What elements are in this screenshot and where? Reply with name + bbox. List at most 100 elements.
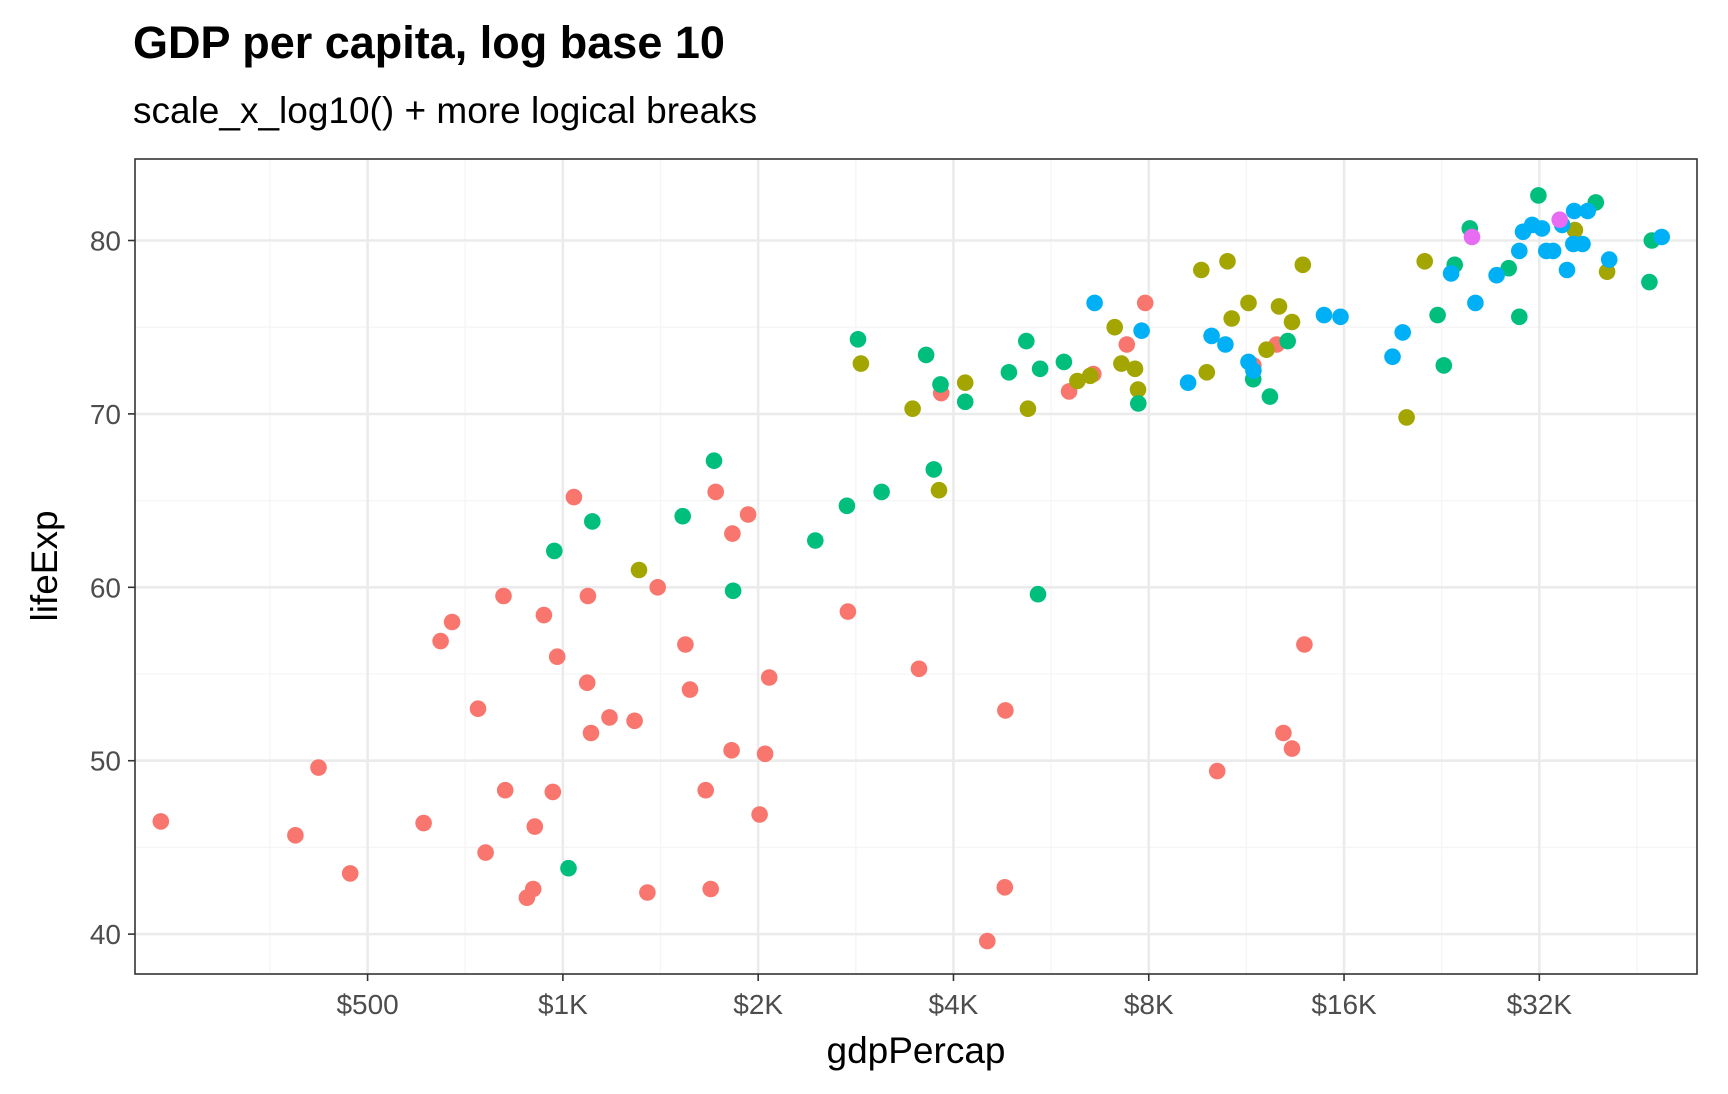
scatter-point bbox=[1275, 724, 1292, 742]
scatter-point bbox=[1029, 585, 1047, 603]
scatter-point bbox=[997, 702, 1014, 719]
scatter-point bbox=[1130, 395, 1147, 412]
scatter-point bbox=[1086, 294, 1103, 312]
scatter-point bbox=[1031, 360, 1049, 378]
scatter-point bbox=[535, 606, 553, 624]
scatter-point bbox=[601, 709, 618, 726]
scatter-point bbox=[1133, 322, 1150, 340]
scatter-point bbox=[1558, 261, 1576, 279]
scatter-point bbox=[705, 452, 723, 470]
chart-subtitle: scale_x_log10() + more logical breaks bbox=[133, 90, 757, 131]
scatter-point bbox=[751, 806, 768, 823]
x-tick-label: $32K bbox=[1507, 989, 1573, 1020]
scatter-point bbox=[649, 579, 666, 596]
scatter-point bbox=[932, 376, 949, 393]
scatter-point bbox=[917, 346, 935, 364]
scatter-point bbox=[1442, 265, 1460, 282]
x-tick-label: $1K bbox=[538, 989, 588, 1020]
scatter-point bbox=[1223, 310, 1240, 327]
scatter-point bbox=[1294, 256, 1312, 274]
scatter-point bbox=[724, 525, 741, 542]
scatter-point bbox=[1129, 381, 1147, 398]
scatter-point bbox=[1533, 220, 1551, 237]
scatter-point bbox=[1488, 266, 1505, 284]
scatter-point bbox=[1261, 388, 1279, 405]
scatter-point bbox=[1000, 364, 1018, 381]
scatter-point bbox=[1198, 364, 1216, 381]
scatter-point bbox=[524, 880, 542, 898]
scatter-point bbox=[930, 481, 948, 499]
scatter-point bbox=[1500, 259, 1517, 277]
scatter-point bbox=[807, 532, 824, 549]
scatter-point bbox=[477, 844, 494, 861]
scatter-point bbox=[910, 660, 928, 678]
scatter-point bbox=[1019, 400, 1037, 418]
scatter-point bbox=[1511, 308, 1528, 326]
scatter-point bbox=[1240, 294, 1257, 312]
scatter-point bbox=[697, 781, 714, 799]
scatter-point bbox=[630, 561, 648, 579]
y-tick-label: 50 bbox=[90, 746, 121, 777]
x-tick-label: $8K bbox=[1124, 989, 1174, 1020]
scatter-point bbox=[546, 542, 563, 560]
scatter-point bbox=[1394, 324, 1411, 341]
scatter-point bbox=[1435, 357, 1453, 374]
scatter-point bbox=[760, 669, 778, 686]
scatter-point bbox=[1566, 221, 1584, 239]
scatter-point bbox=[681, 681, 699, 698]
scatter-point bbox=[1245, 362, 1262, 379]
scatter-point bbox=[724, 582, 742, 600]
x-tick-label: $16K bbox=[1311, 989, 1377, 1020]
scatter-point bbox=[1398, 409, 1415, 426]
scatter-point bbox=[1653, 228, 1670, 246]
scatter-point bbox=[925, 461, 943, 478]
y-tick-label: 40 bbox=[90, 919, 121, 950]
scatter-point bbox=[1136, 294, 1154, 312]
scatter-point bbox=[1429, 306, 1446, 324]
scatter-point bbox=[544, 783, 562, 801]
major-gridlines bbox=[135, 159, 1697, 974]
scatter-point bbox=[1296, 636, 1313, 653]
scatter-point bbox=[756, 745, 774, 763]
scatter-point bbox=[1283, 740, 1301, 757]
scatter-point bbox=[579, 587, 597, 605]
scatter-point bbox=[873, 483, 890, 501]
scatter-point bbox=[287, 827, 304, 844]
scatter-point bbox=[582, 724, 600, 742]
scatter-point bbox=[702, 880, 719, 898]
y-tick-label: 60 bbox=[90, 572, 121, 603]
scatter-point bbox=[1574, 235, 1591, 253]
scatter-point bbox=[1193, 261, 1210, 279]
scatter-point bbox=[739, 506, 757, 523]
y-tick-label: 70 bbox=[90, 399, 121, 430]
scatter-point bbox=[979, 932, 996, 950]
x-axis: $500 $1K $2K $4K $8K $16K $32K bbox=[336, 974, 1572, 1020]
scatter-point bbox=[565, 488, 583, 506]
scatter-point bbox=[1106, 318, 1123, 336]
scatter-point bbox=[310, 759, 327, 776]
scatter-point bbox=[852, 355, 870, 372]
panel-border bbox=[134, 158, 1698, 975]
scatter-point bbox=[956, 393, 974, 411]
scatter-point bbox=[904, 400, 921, 418]
data-points bbox=[152, 187, 1670, 950]
scatter-point bbox=[1203, 327, 1220, 345]
x-tick-label: $2K bbox=[733, 989, 783, 1020]
scatter-point bbox=[1179, 374, 1197, 392]
x-tick-label: $500 bbox=[336, 989, 398, 1020]
scatter-point bbox=[1551, 211, 1568, 228]
scatter-point bbox=[548, 648, 566, 665]
scatter-point bbox=[1467, 294, 1484, 312]
scatter-point bbox=[723, 742, 740, 759]
scatter-point bbox=[1384, 348, 1401, 366]
scatter-point bbox=[1113, 355, 1130, 372]
x-axis-title: gdpPercap bbox=[827, 1030, 1006, 1071]
scatter-point bbox=[1283, 313, 1301, 331]
scatter-point bbox=[1544, 242, 1562, 260]
scatter-point bbox=[1258, 341, 1275, 359]
scatter-point bbox=[1118, 336, 1136, 353]
chart-title: GDP per capita, log base 10 bbox=[133, 17, 725, 68]
scatter-point bbox=[443, 613, 461, 631]
scatter-point bbox=[838, 497, 856, 515]
